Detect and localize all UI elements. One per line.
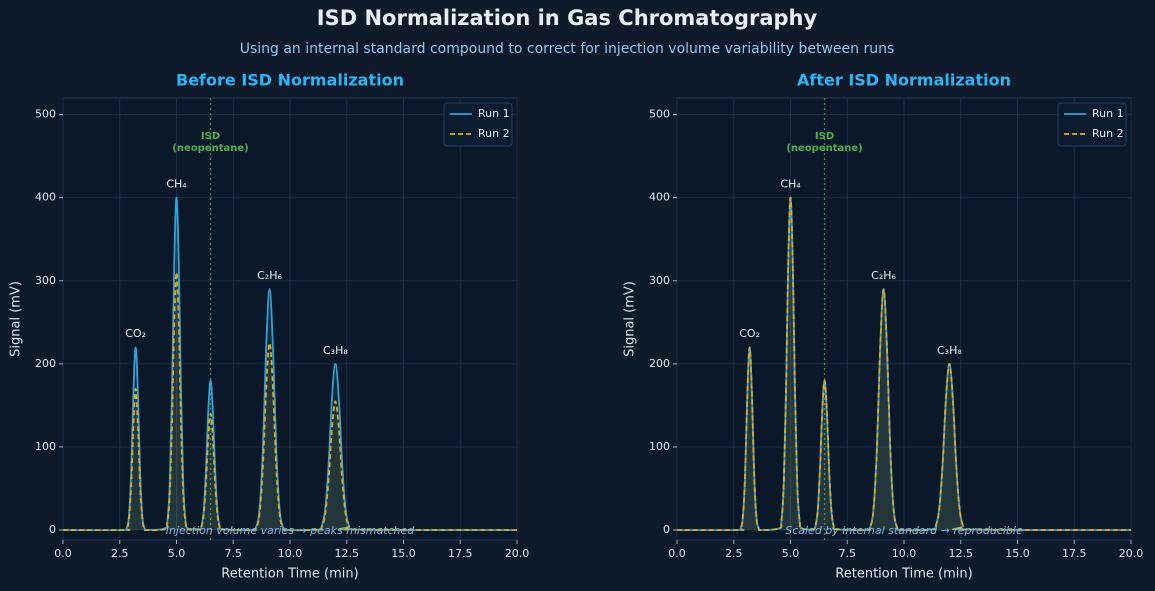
- y-tick-label: 500: [649, 108, 670, 121]
- x-tick-label: 10.0: [892, 547, 917, 560]
- x-tick-label: 15.0: [391, 547, 416, 560]
- y-tick-label: 200: [35, 357, 56, 370]
- x-tick-label: 2.5: [111, 547, 129, 560]
- area: [63, 272, 517, 531]
- note: Injection volume varies → peaks mismatch…: [166, 524, 416, 537]
- axes-title: Before ISD Normalization: [176, 71, 404, 90]
- x-tick-label: 20.0: [1119, 547, 1144, 560]
- figure-subtitle: Using an internal standard compound to c…: [240, 41, 895, 57]
- y-tick-label: 300: [649, 274, 670, 287]
- x-tick-label: 5.0: [168, 547, 186, 560]
- area: [63, 197, 517, 531]
- x-tick-label: 7.5: [839, 547, 857, 560]
- peak-label: CH₄: [780, 178, 801, 191]
- y-tick-label: 300: [35, 274, 56, 287]
- peak-label: C₃H₈: [937, 344, 962, 357]
- y-tick-label: 500: [35, 108, 56, 121]
- x-tick-label: 5.0: [782, 547, 800, 560]
- x-tick-label: 17.5: [448, 547, 473, 560]
- x-tick-label: 7.5: [225, 547, 243, 560]
- isd-label: (neopentane): [172, 143, 248, 154]
- series-line: [676, 196, 1132, 532]
- area: [677, 197, 1131, 531]
- x-tick-label: 20.0: [505, 547, 530, 560]
- y-tick-label: 100: [35, 440, 56, 453]
- series-line: [62, 271, 518, 532]
- x-tick-label: 15.0: [1005, 547, 1030, 560]
- y-tick-label: 0: [663, 523, 670, 536]
- legend-label: Run 2: [478, 127, 510, 140]
- y-tick-label: 400: [649, 191, 670, 204]
- legend-label: Run 2: [1092, 127, 1124, 140]
- x-tick-label: 0.0: [668, 547, 686, 560]
- peak-label: CO₂: [125, 327, 146, 340]
- x-tick-label: 2.5: [725, 547, 743, 560]
- peak-label: CO₂: [739, 327, 760, 340]
- x-tick-label: 0.0: [54, 547, 72, 560]
- y-tick-label: 400: [35, 191, 56, 204]
- x-axis-label: Retention Time (min): [221, 567, 358, 582]
- y-axis-label: Signal (mV): [623, 281, 638, 357]
- x-tick-label: 12.5: [335, 547, 360, 560]
- isd-label: ISD: [201, 131, 220, 142]
- x-tick-label: 10.0: [278, 547, 303, 560]
- x-tick-label: 17.5: [1062, 547, 1087, 560]
- figure-title: ISD Normalization in Gas Chromatography: [317, 6, 818, 30]
- y-tick-label: 200: [649, 357, 670, 370]
- y-tick-label: 0: [49, 523, 56, 536]
- isd-label: ISD: [815, 131, 834, 142]
- area: [677, 197, 1131, 531]
- axes-title: After ISD Normalization: [797, 71, 1011, 90]
- note: Scaled by internal standard → reproducib…: [785, 524, 1023, 537]
- y-axis-label: Signal (mV): [9, 281, 24, 357]
- x-axis-label: Retention Time (min): [835, 567, 972, 582]
- y-tick-label: 100: [649, 440, 670, 453]
- legend-label: Run 1: [478, 107, 510, 120]
- isd-label: (neopentane): [786, 143, 862, 154]
- peak-label: C₂H₆: [257, 269, 282, 282]
- x-tick-label: 12.5: [949, 547, 974, 560]
- peak-label: CH₄: [166, 178, 187, 191]
- peak-label: C₂H₆: [871, 269, 896, 282]
- legend-label: Run 1: [1092, 107, 1124, 120]
- peak-label: C₃H₈: [323, 344, 348, 357]
